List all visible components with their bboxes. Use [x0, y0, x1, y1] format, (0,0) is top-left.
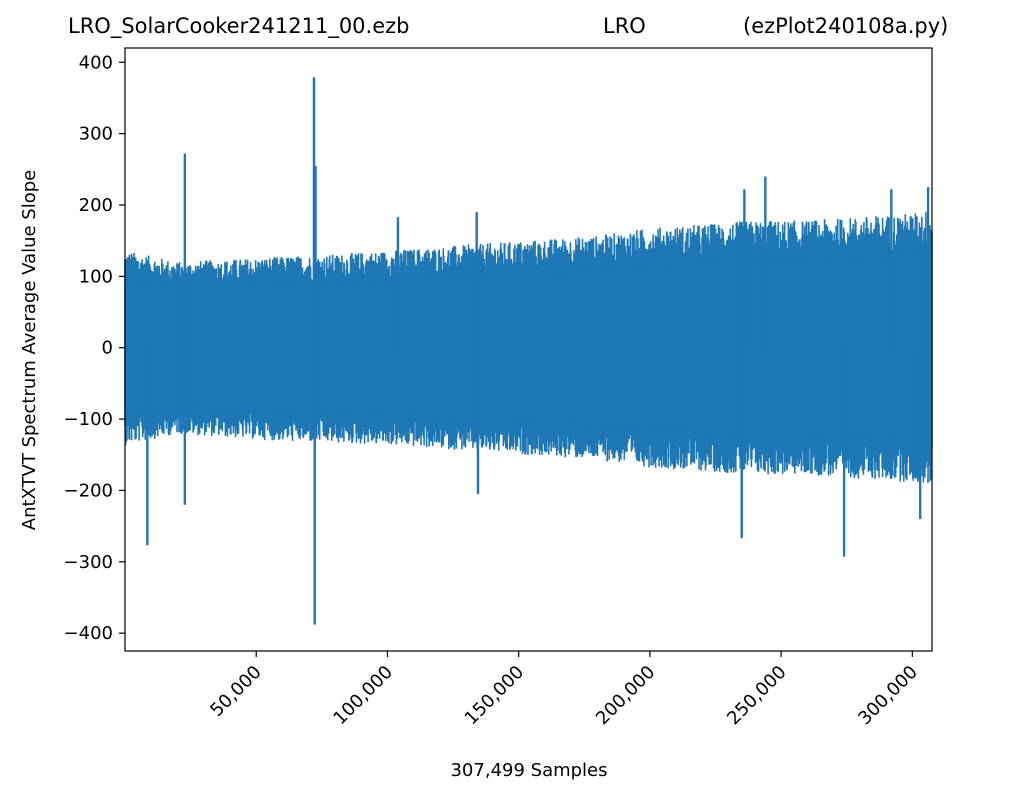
y-tick-label: −100: [64, 409, 113, 430]
y-axis-label: AntXTVT Spectrum Average Value Slope: [19, 170, 40, 531]
x-tick-label: 200,000: [592, 662, 659, 729]
series-layer: [124, 212, 933, 483]
title-right: (ezPlot240108a.py): [743, 14, 949, 38]
x-tick-label: 100,000: [329, 662, 396, 729]
y-tick-label: −300: [64, 552, 113, 573]
series-core-band: [125, 252, 932, 443]
y-tick-label: −200: [64, 480, 113, 501]
y-tick-label: 300: [79, 124, 113, 145]
title-center: LRO: [603, 14, 646, 38]
y-tick-label: 100: [79, 266, 113, 287]
spike-layer: [146, 77, 930, 625]
plot-frame: [124, 47, 933, 652]
y-tick-label: 400: [79, 52, 113, 73]
x-tick-label: 250,000: [723, 662, 790, 729]
title-left: LRO_SolarCooker241211_00.ezb: [68, 14, 410, 38]
y-tick-label: −400: [64, 623, 113, 644]
x-tick-label: 50,000: [206, 662, 265, 721]
x-tick-label: 300,000: [854, 662, 921, 729]
x-axis-label: 307,499 Samples: [450, 760, 607, 781]
x-tick-label: 150,000: [461, 662, 528, 729]
y-axis: 400 300 200 100 0 −100 −200 −300 −400: [64, 52, 125, 644]
y-tick-label: 200: [79, 195, 113, 216]
y-tick-label: 0: [102, 338, 113, 359]
x-axis: 50,000 100,000 150,000 200,000 250,000 300,00…: [206, 651, 922, 729]
